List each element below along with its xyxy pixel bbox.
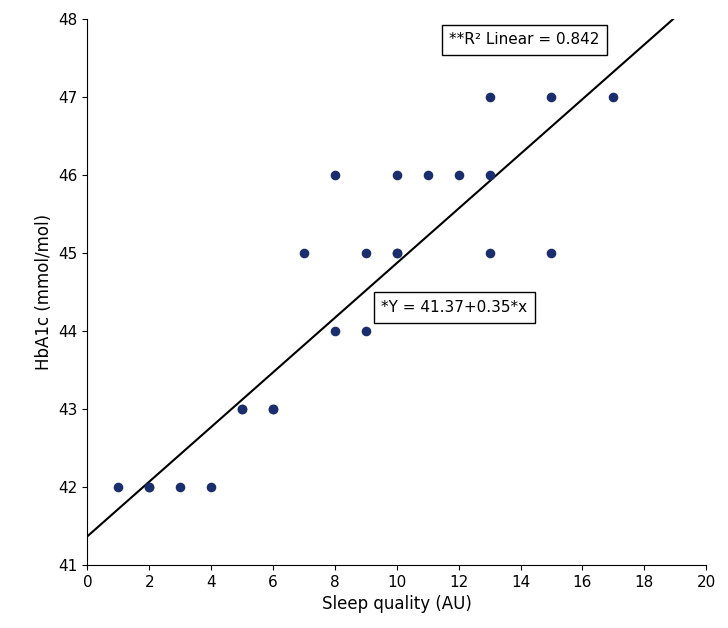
Point [360,248,372,258]
Point [608,92,620,102]
Text: *Y = 41.37+0.35*x: *Y = 41.37+0.35*x [381,300,527,315]
Point [546,248,558,258]
Point [391,170,403,180]
Point [236,404,248,414]
Point [422,170,434,180]
Point [298,248,310,258]
Point [483,248,495,258]
Point [391,248,403,258]
Point [175,482,186,492]
Point [143,482,155,492]
Point [546,92,558,102]
Point [453,170,464,180]
Point [391,248,403,258]
Point [329,326,341,336]
Point [483,170,495,180]
Y-axis label: HbA1c (mmol/mol): HbA1c (mmol/mol) [35,214,52,370]
Point [267,404,279,414]
Point [236,404,248,414]
Point [205,482,217,492]
Point [329,170,341,180]
Point [143,482,155,492]
Point [112,482,124,492]
Point [483,92,495,102]
Point [360,326,372,336]
X-axis label: Sleep quality (AU): Sleep quality (AU) [322,595,472,614]
Text: **R² Linear = 0.842: **R² Linear = 0.842 [449,33,600,48]
Point [267,404,279,414]
